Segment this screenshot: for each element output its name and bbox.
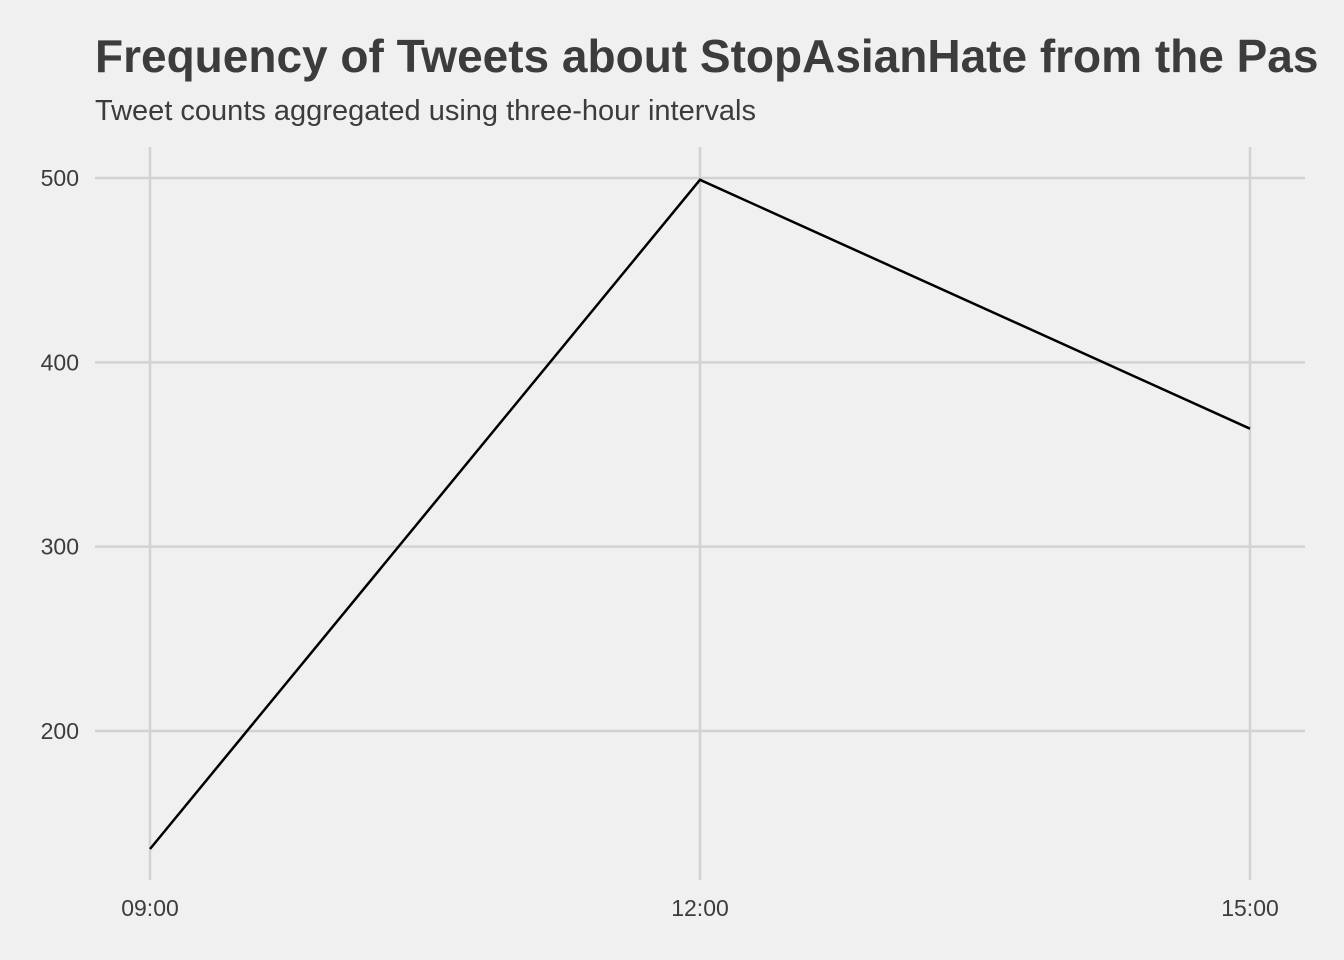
- y-tick-label: 500: [41, 165, 79, 191]
- chart-title: Frequency of Tweets about StopAsianHate …: [95, 30, 1319, 82]
- x-tick-label: 12:00: [671, 895, 729, 921]
- chart-subtitle: Tweet counts aggregated using three-hour…: [95, 95, 756, 127]
- x-tick-label: 09:00: [121, 895, 179, 921]
- x-tick-label: 15:00: [1221, 895, 1279, 921]
- grid-lines: [95, 147, 1305, 880]
- y-tick-label: 200: [41, 718, 79, 744]
- y-tick-label: 300: [41, 534, 79, 560]
- y-tick-label: 400: [41, 349, 79, 375]
- x-axis-ticks: 09:00 12:00 15:00: [121, 895, 1279, 921]
- series-lines: [149, 178, 1251, 850]
- series-line-1: [149, 178, 1251, 850]
- y-axis-ticks: 200 300 400 500: [41, 165, 79, 744]
